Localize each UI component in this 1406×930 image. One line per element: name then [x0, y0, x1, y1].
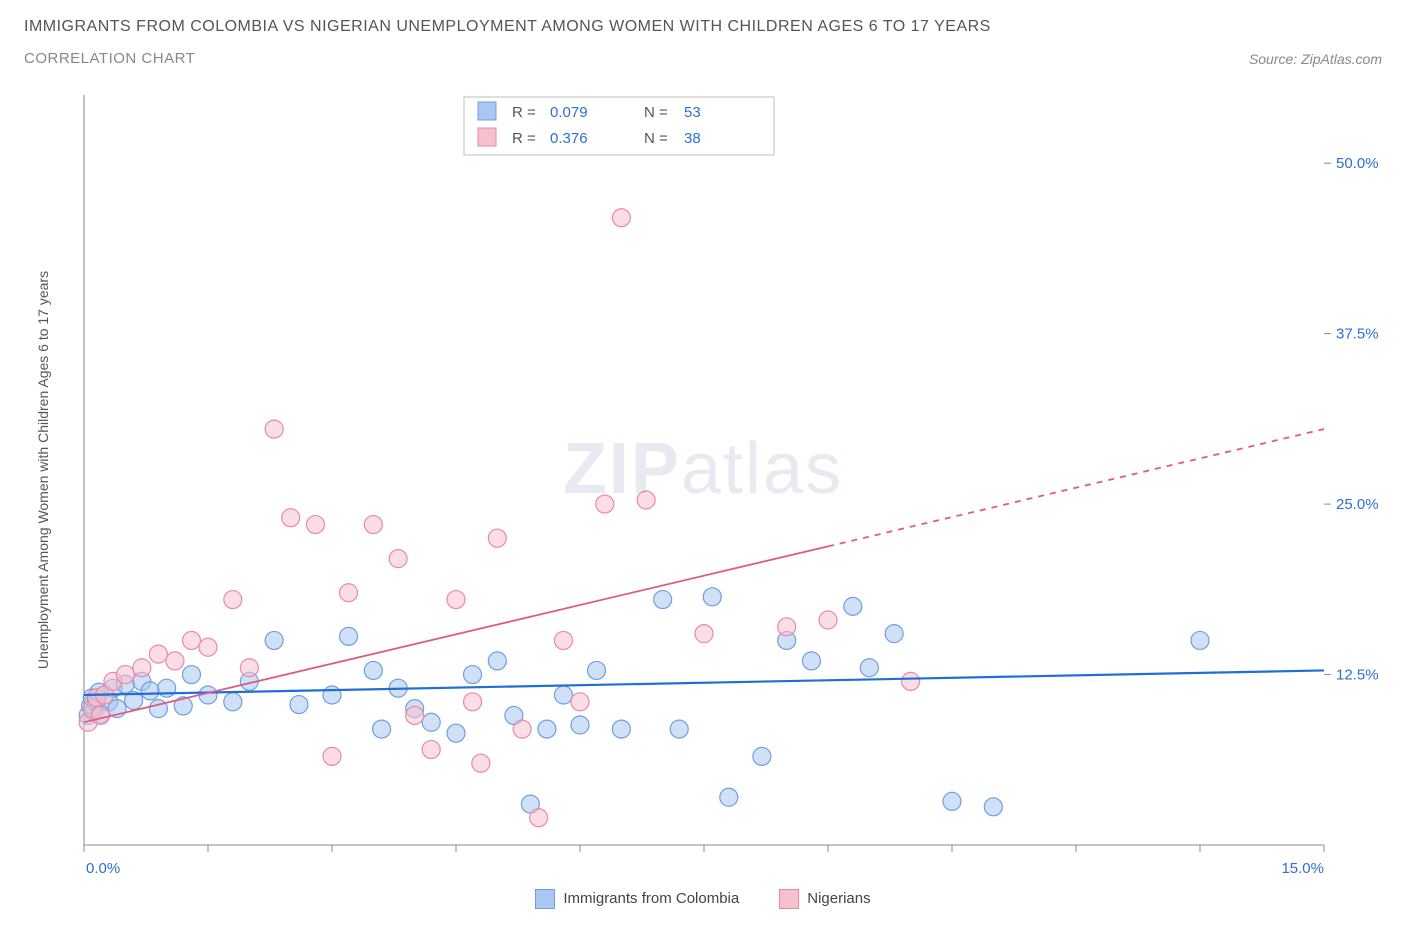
data-point: [447, 591, 465, 609]
data-point: [984, 798, 1002, 816]
scatter-chart: 0.0% 15.0% 12.5% 25.0% 37.5% 50.0% Unemploymen…: [24, 85, 1382, 885]
legend-bottom: Immigrants from Colombia Nigerians: [24, 889, 1382, 909]
data-point: [340, 584, 358, 602]
legend-label: Immigrants from Colombia: [563, 890, 739, 907]
data-point: [199, 638, 217, 656]
data-point: [1191, 631, 1209, 649]
source-prefix: Source:: [1249, 51, 1301, 67]
legend-n-label: N =: [644, 104, 668, 121]
legend-r-label: R =: [512, 104, 536, 121]
legend-n-label: N =: [644, 130, 668, 147]
data-point: [588, 661, 606, 679]
data-point: [265, 631, 283, 649]
data-point: [464, 693, 482, 711]
data-point: [149, 645, 167, 663]
data-point: [290, 696, 308, 714]
data-point: [612, 720, 630, 738]
data-point: [323, 686, 341, 704]
data-point: [802, 652, 820, 670]
y-tick-label: 50.0%: [1336, 155, 1379, 172]
legend-item: Nigerians: [779, 889, 870, 909]
data-point: [654, 591, 672, 609]
data-point: [422, 741, 440, 759]
data-point: [538, 720, 556, 738]
page-title: IMMIGRANTS FROM COLOMBIA VS NIGERIAN UNE…: [24, 18, 991, 36]
data-point: [364, 661, 382, 679]
legend-swatch: [779, 889, 799, 909]
data-point: [703, 588, 721, 606]
source-attribution: Source: ZipAtlas.com: [1249, 51, 1382, 67]
data-point: [422, 713, 440, 731]
data-point: [844, 597, 862, 615]
data-point: [472, 754, 490, 772]
trend-line: [84, 670, 1324, 695]
data-point: [513, 720, 531, 738]
data-point: [406, 706, 424, 724]
data-point: [340, 627, 358, 645]
data-point: [902, 672, 920, 690]
data-point: [885, 625, 903, 643]
legend-n-value: 53: [684, 104, 701, 121]
data-point: [282, 509, 300, 527]
data-point: [182, 631, 200, 649]
data-point: [488, 529, 506, 547]
legend-r-value: 0.079: [550, 104, 588, 121]
data-point: [860, 659, 878, 677]
data-point: [92, 706, 110, 724]
data-point: [571, 693, 589, 711]
x-axis-min-label: 0.0%: [86, 860, 120, 877]
data-point: [389, 550, 407, 568]
x-axis-max-label: 15.0%: [1281, 860, 1324, 877]
data-point: [240, 659, 258, 677]
legend-r-value: 0.376: [550, 130, 588, 147]
y-tick-label: 25.0%: [1336, 496, 1379, 513]
y-tick-label: 37.5%: [1336, 326, 1379, 343]
y-tick-label: 12.5%: [1336, 667, 1379, 684]
legend-n-value: 38: [684, 130, 701, 147]
data-point: [943, 792, 961, 810]
chart-container: ZIPatlas 0.0%15.0%12.5%25.0%37.5%50.0%Un…: [24, 85, 1382, 885]
data-point: [488, 652, 506, 670]
y-axis-label: Unemployment Among Women with Children A…: [35, 271, 51, 669]
data-point: [166, 652, 184, 670]
data-point: [141, 682, 159, 700]
data-point: [778, 618, 796, 636]
data-point: [447, 724, 465, 742]
data-point: [116, 666, 134, 684]
data-point: [695, 625, 713, 643]
data-point: [133, 659, 151, 677]
data-point: [323, 747, 341, 765]
data-point: [670, 720, 688, 738]
legend-swatch: [478, 128, 496, 146]
legend-r-label: R =: [512, 130, 536, 147]
data-point: [596, 495, 614, 513]
data-point: [265, 420, 283, 438]
data-point: [373, 720, 391, 738]
data-point: [182, 666, 200, 684]
data-point: [720, 788, 738, 806]
data-point: [464, 666, 482, 684]
data-point: [224, 693, 242, 711]
data-point: [612, 209, 630, 227]
data-point: [571, 716, 589, 734]
data-point: [637, 491, 655, 509]
legend-label: Nigerians: [807, 890, 870, 907]
data-point: [364, 516, 382, 534]
data-point: [753, 747, 771, 765]
data-point: [224, 591, 242, 609]
legend-swatch: [535, 889, 555, 909]
correlation-legend: R = 0.079 N = 53 R = 0.376 N = 38: [464, 97, 774, 155]
legend-item: Immigrants from Colombia: [535, 889, 739, 909]
data-point: [554, 631, 572, 649]
data-point: [554, 686, 572, 704]
source-name: ZipAtlas.com: [1301, 51, 1382, 67]
data-point: [819, 611, 837, 629]
legend-swatch: [478, 102, 496, 120]
page-subtitle: CORRELATION CHART: [24, 50, 991, 67]
trend-line-dashed: [828, 429, 1324, 546]
data-point: [306, 516, 324, 534]
data-point: [530, 809, 548, 827]
